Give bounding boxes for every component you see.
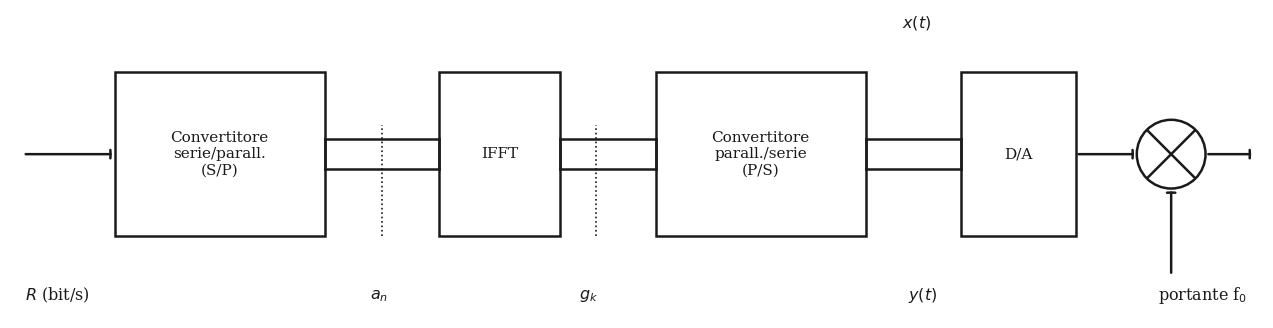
Bar — [656, 72, 866, 236]
Text: Convertitore
parall./serie
(P/S): Convertitore parall./serie (P/S) — [712, 131, 810, 177]
Text: D/A: D/A — [1004, 147, 1032, 161]
Text: $R$ (bit/s): $R$ (bit/s) — [25, 286, 89, 305]
Bar — [115, 72, 325, 236]
Text: IFFT: IFFT — [481, 147, 518, 161]
Text: Convertitore
serie/parall.
(S/P): Convertitore serie/parall. (S/P) — [171, 131, 269, 177]
Text: $x(t)$: $x(t)$ — [901, 14, 932, 32]
Ellipse shape — [1137, 120, 1206, 189]
Text: $a_n$: $a_n$ — [370, 287, 388, 304]
Text: $y(t)$: $y(t)$ — [908, 286, 938, 305]
Bar — [961, 72, 1076, 236]
Text: $g_k$: $g_k$ — [579, 287, 597, 304]
Text: portante f$_0$: portante f$_0$ — [1158, 285, 1248, 306]
Bar — [439, 72, 560, 236]
